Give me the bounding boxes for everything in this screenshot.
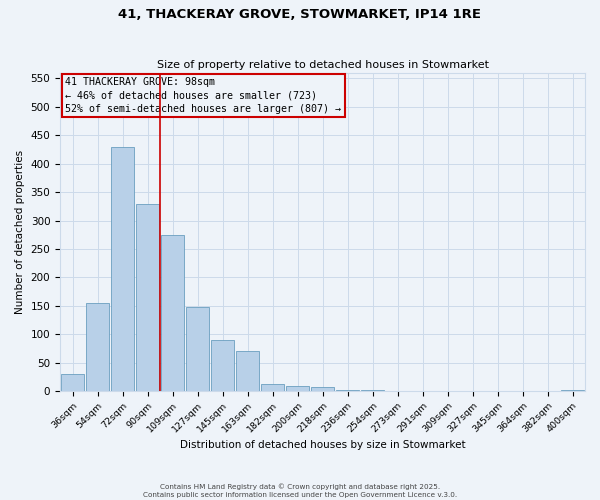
Bar	[411, 390, 434, 391]
Bar	[436, 390, 459, 391]
Bar	[461, 390, 484, 391]
Bar	[536, 390, 559, 391]
X-axis label: Distribution of detached houses by size in Stowmarket: Distribution of detached houses by size …	[180, 440, 466, 450]
Text: 41, THACKERAY GROVE, STOWMARKET, IP14 1RE: 41, THACKERAY GROVE, STOWMARKET, IP14 1R…	[119, 8, 482, 20]
Bar	[286, 386, 309, 391]
Bar	[511, 390, 534, 391]
Bar	[236, 352, 259, 391]
Title: Size of property relative to detached houses in Stowmarket: Size of property relative to detached ho…	[157, 60, 488, 70]
Bar	[386, 390, 409, 391]
Bar	[561, 390, 584, 391]
Bar	[336, 390, 359, 391]
Bar	[211, 340, 234, 391]
Bar	[136, 204, 159, 391]
Bar	[161, 235, 184, 391]
Bar	[486, 390, 509, 391]
Text: Contains HM Land Registry data © Crown copyright and database right 2025.
Contai: Contains HM Land Registry data © Crown c…	[143, 483, 457, 498]
Bar	[61, 374, 84, 391]
Bar	[261, 384, 284, 391]
Y-axis label: Number of detached properties: Number of detached properties	[15, 150, 25, 314]
Bar	[86, 303, 109, 391]
Bar	[111, 146, 134, 391]
Bar	[186, 307, 209, 391]
Bar	[361, 390, 384, 391]
Text: 41 THACKERAY GROVE: 98sqm
← 46% of detached houses are smaller (723)
52% of semi: 41 THACKERAY GROVE: 98sqm ← 46% of detac…	[65, 78, 341, 114]
Bar	[311, 386, 334, 391]
